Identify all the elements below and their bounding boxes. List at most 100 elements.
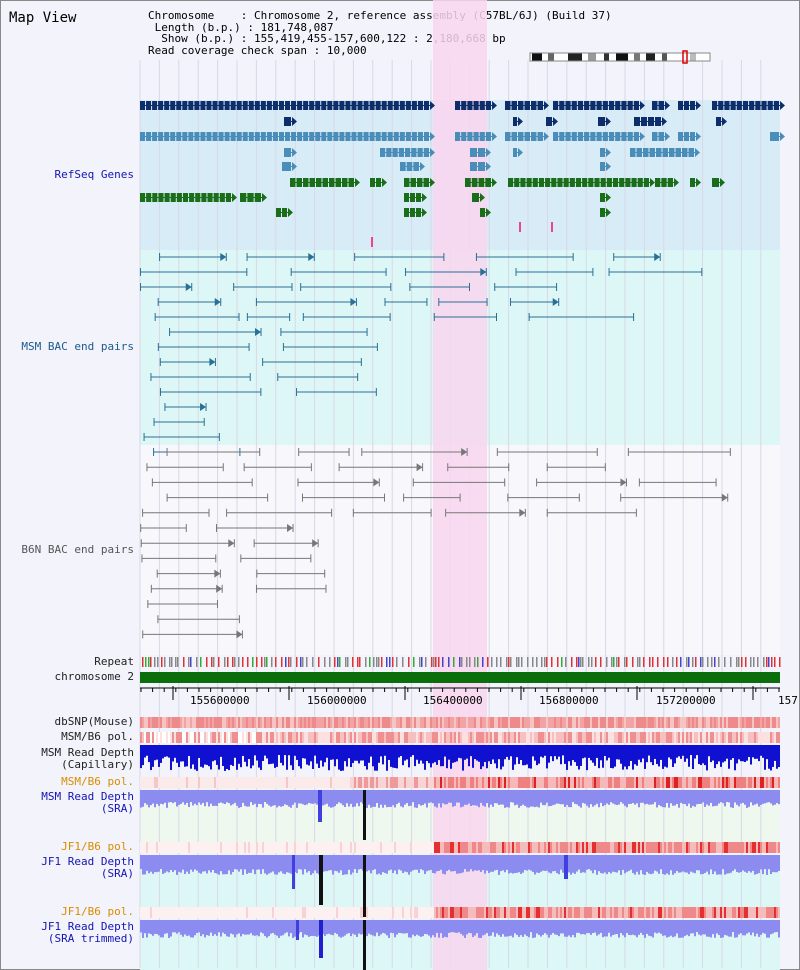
- depth-bar: [654, 920, 656, 933]
- heat-cell: [498, 717, 500, 728]
- track-label-msm-depth-cap-1[interactable]: MSM Read Depth: [41, 746, 134, 759]
- track-label-b6n-bac[interactable]: B6N BAC end pairs: [21, 543, 134, 556]
- track-label-refseq[interactable]: RefSeq Genes: [54, 168, 134, 181]
- heat-cell: [476, 907, 478, 918]
- depth-bar: [646, 745, 648, 763]
- heat-cell: [724, 732, 726, 743]
- track-label-jf1-b6-pol-2[interactable]: JF1/B6 pol.: [61, 905, 134, 918]
- depth-bar: [152, 855, 154, 874]
- depth-bar: [340, 855, 342, 871]
- depth-bar: [578, 855, 580, 870]
- heat-cell: [734, 732, 736, 743]
- depth-bar: [212, 745, 214, 762]
- heat-cell: [280, 907, 282, 918]
- heat-cell: [554, 842, 556, 853]
- repeat-element: [171, 657, 173, 667]
- heat-cell: [554, 717, 556, 728]
- depth-bar: [440, 855, 442, 870]
- depth-bar: [614, 745, 616, 767]
- track-label-msm-depth-sra-1[interactable]: MSM Read Depth: [41, 790, 134, 803]
- repeat-element: [431, 657, 433, 667]
- heat-cell: [216, 842, 218, 853]
- track-label-msm-b6-pol-1[interactable]: MSM/B6 pol.: [61, 730, 134, 743]
- depth-bar: [546, 855, 548, 871]
- heat-cell: [548, 907, 550, 918]
- depth-bar: [602, 855, 604, 874]
- ruler-tick-label: 157200000: [656, 694, 716, 707]
- depth-bar: [326, 790, 328, 804]
- depth-bar: [430, 745, 432, 768]
- heat-cell: [524, 777, 526, 788]
- heat-cell: [556, 717, 558, 728]
- depth-bar: [546, 745, 548, 769]
- heat-cell: [246, 777, 248, 788]
- depth-bar: [308, 745, 310, 766]
- heat-cell: [378, 717, 380, 728]
- heat-cell: [304, 732, 306, 743]
- heat-cell: [202, 777, 204, 788]
- depth-bar: [510, 790, 512, 803]
- heat-cell: [576, 717, 578, 728]
- depth-bar: [410, 745, 412, 757]
- gene-exon: [152, 101, 158, 110]
- heat-cell: [162, 777, 164, 788]
- heat-cell: [580, 777, 582, 788]
- track-label-dbsnp[interactable]: dbSNP(Mouse): [54, 715, 134, 728]
- depth-bar: [476, 920, 478, 934]
- depth-bar: [414, 790, 416, 808]
- track-label-jf1-depth-1[interactable]: JF1 Read Depth: [41, 855, 134, 868]
- gene-exon: [375, 101, 381, 110]
- heat-cell: [250, 717, 252, 728]
- track-label-chromosome[interactable]: chromosome 2: [54, 670, 134, 683]
- depth-bar: [708, 790, 710, 806]
- depth-bar: [478, 745, 480, 762]
- depth-bar: [516, 790, 518, 805]
- heat-cell: [150, 842, 152, 853]
- heat-cell: [406, 732, 408, 743]
- depth-bar: [380, 745, 382, 757]
- heat-cell: [618, 717, 620, 728]
- heat-cell: [206, 842, 208, 853]
- heat-cell: [250, 777, 252, 788]
- gene-strand-arrow: [662, 117, 667, 126]
- depth-bar: [406, 790, 408, 804]
- track-label-jf1-b6-pol-1[interactable]: JF1/B6 pol.: [61, 840, 134, 853]
- repeat-element: [232, 657, 234, 667]
- track-label-msm-bac[interactable]: MSM BAC end pairs: [21, 340, 134, 353]
- depth-bar: [332, 790, 334, 808]
- heat-cell: [620, 777, 622, 788]
- track-label-repeat[interactable]: Repeat: [94, 655, 134, 668]
- depth-bar: [762, 855, 764, 875]
- gene-exon: [770, 132, 779, 141]
- depth-bar: [474, 745, 476, 760]
- heat-cell: [302, 732, 304, 743]
- heat-cell: [248, 907, 250, 918]
- heat-cell: [256, 732, 258, 743]
- heat-cell: [768, 717, 770, 728]
- depth-bar: [268, 855, 270, 874]
- depth-bar: [542, 790, 544, 806]
- heat-cell: [188, 842, 190, 853]
- heat-cell: [228, 907, 230, 918]
- track-label-msm-b6-pol-2[interactable]: MSM/B6 pol.: [61, 775, 134, 788]
- depth-bar: [302, 920, 304, 938]
- heat-cell: [542, 842, 544, 853]
- depth-bar: [484, 745, 486, 763]
- heat-cell: [422, 732, 424, 743]
- heat-cell: [562, 732, 564, 743]
- heat-cell: [240, 777, 242, 788]
- heat-cell: [512, 777, 514, 788]
- depth-bar: [444, 790, 446, 805]
- repeat-element: [469, 657, 471, 667]
- track-label-jf1-depth-trim-1[interactable]: JF1 Read Depth: [41, 920, 134, 933]
- depth-bar: [576, 920, 578, 933]
- heat-cell: [328, 907, 330, 918]
- depth-bar: [378, 745, 380, 763]
- depth-bar: [502, 790, 504, 805]
- depth-bar: [662, 790, 664, 808]
- heat-cell: [754, 777, 756, 788]
- heat-cell: [268, 777, 270, 788]
- heat-cell: [474, 907, 476, 918]
- heat-cell: [426, 842, 428, 853]
